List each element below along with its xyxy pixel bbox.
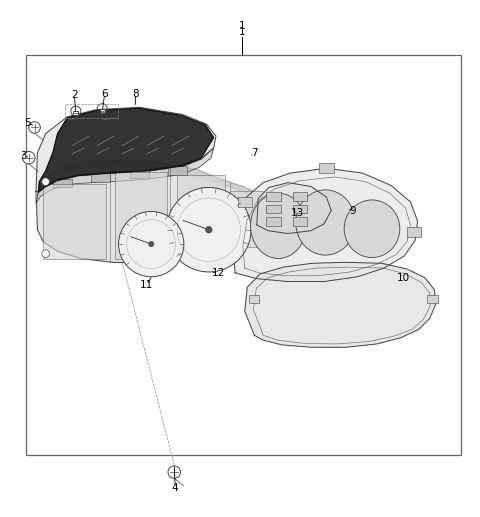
Bar bbox=[319, 163, 334, 173]
Bar bbox=[91, 173, 110, 181]
Bar bbox=[266, 217, 281, 226]
Bar bbox=[293, 217, 307, 226]
Text: 11: 11 bbox=[140, 280, 153, 290]
Text: 9: 9 bbox=[349, 205, 356, 216]
Circle shape bbox=[23, 151, 35, 164]
Text: 6: 6 bbox=[101, 89, 108, 99]
Text: 2: 2 bbox=[71, 90, 78, 100]
Text: 3: 3 bbox=[20, 151, 26, 161]
Polygon shape bbox=[36, 148, 214, 203]
Bar bbox=[168, 166, 187, 175]
Text: 1: 1 bbox=[239, 27, 246, 37]
Bar bbox=[177, 175, 225, 256]
Polygon shape bbox=[36, 160, 274, 263]
Bar bbox=[100, 109, 105, 113]
Bar bbox=[73, 111, 78, 115]
Bar bbox=[53, 179, 72, 188]
Bar bbox=[293, 192, 307, 201]
Polygon shape bbox=[38, 108, 214, 192]
Bar bbox=[130, 169, 149, 178]
Circle shape bbox=[263, 192, 270, 200]
Text: 4: 4 bbox=[172, 483, 179, 493]
Bar bbox=[230, 191, 269, 247]
Polygon shape bbox=[39, 160, 274, 208]
Bar bbox=[249, 295, 259, 303]
Text: 13: 13 bbox=[291, 208, 304, 218]
Bar bbox=[407, 227, 421, 237]
Bar bbox=[238, 197, 252, 207]
Circle shape bbox=[206, 227, 212, 233]
Bar bbox=[427, 295, 438, 303]
Bar bbox=[293, 205, 307, 214]
Circle shape bbox=[167, 188, 251, 272]
Text: 5: 5 bbox=[24, 118, 31, 128]
Circle shape bbox=[42, 178, 49, 186]
Circle shape bbox=[263, 226, 270, 234]
Bar bbox=[115, 172, 167, 258]
Bar bbox=[266, 205, 281, 214]
Polygon shape bbox=[245, 262, 436, 347]
Circle shape bbox=[149, 242, 154, 247]
Circle shape bbox=[168, 466, 180, 478]
Polygon shape bbox=[36, 108, 216, 192]
Text: 10: 10 bbox=[396, 272, 410, 283]
Ellipse shape bbox=[344, 200, 400, 257]
Text: 7: 7 bbox=[251, 148, 258, 158]
Polygon shape bbox=[257, 183, 331, 234]
Text: 8: 8 bbox=[132, 89, 139, 99]
Bar bbox=[266, 192, 281, 201]
Polygon shape bbox=[233, 168, 418, 282]
Bar bbox=[26, 54, 461, 455]
Circle shape bbox=[29, 121, 40, 133]
Text: 12: 12 bbox=[212, 268, 225, 278]
Circle shape bbox=[42, 250, 49, 257]
Ellipse shape bbox=[296, 190, 355, 255]
Bar bbox=[43, 184, 106, 258]
Circle shape bbox=[119, 211, 184, 277]
Text: 1: 1 bbox=[239, 21, 246, 31]
Ellipse shape bbox=[251, 193, 306, 258]
